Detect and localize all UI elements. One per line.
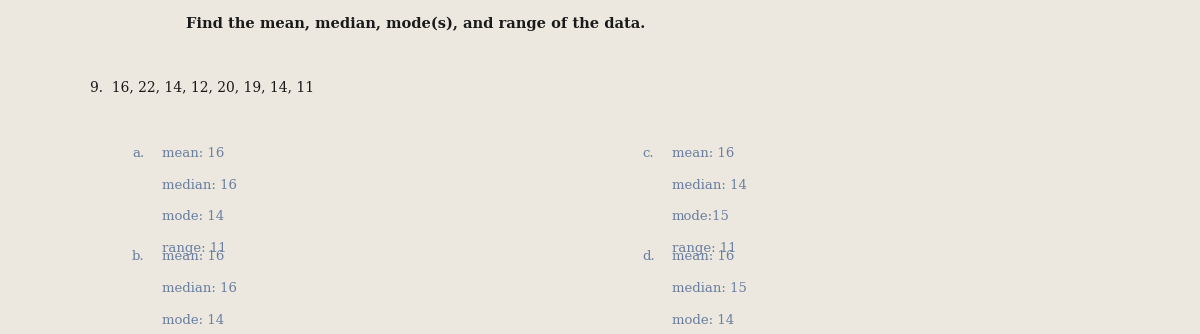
Text: a.: a. <box>132 147 144 160</box>
Text: b.: b. <box>132 250 145 264</box>
Text: mode:15: mode:15 <box>672 210 730 223</box>
Text: Find the mean, median, mode(s), and range of the data.: Find the mean, median, mode(s), and rang… <box>186 17 646 31</box>
Text: 9.  16, 22, 14, 12, 20, 19, 14, 11: 9. 16, 22, 14, 12, 20, 19, 14, 11 <box>90 80 314 94</box>
Text: range: 11: range: 11 <box>672 242 737 255</box>
Text: mode: 14: mode: 14 <box>672 314 734 327</box>
Text: c.: c. <box>642 147 654 160</box>
Text: median: 14: median: 14 <box>672 179 746 192</box>
Text: range: 11: range: 11 <box>162 242 227 255</box>
Text: median: 15: median: 15 <box>672 282 746 295</box>
Text: d.: d. <box>642 250 655 264</box>
Text: mean: 16: mean: 16 <box>162 250 224 264</box>
Text: mode: 14: mode: 14 <box>162 314 224 327</box>
Text: median: 16: median: 16 <box>162 179 238 192</box>
Text: mean: 16: mean: 16 <box>672 147 734 160</box>
Text: mean: 16: mean: 16 <box>672 250 734 264</box>
Text: mean: 16: mean: 16 <box>162 147 224 160</box>
Text: mode: 14: mode: 14 <box>162 210 224 223</box>
Text: median: 16: median: 16 <box>162 282 238 295</box>
